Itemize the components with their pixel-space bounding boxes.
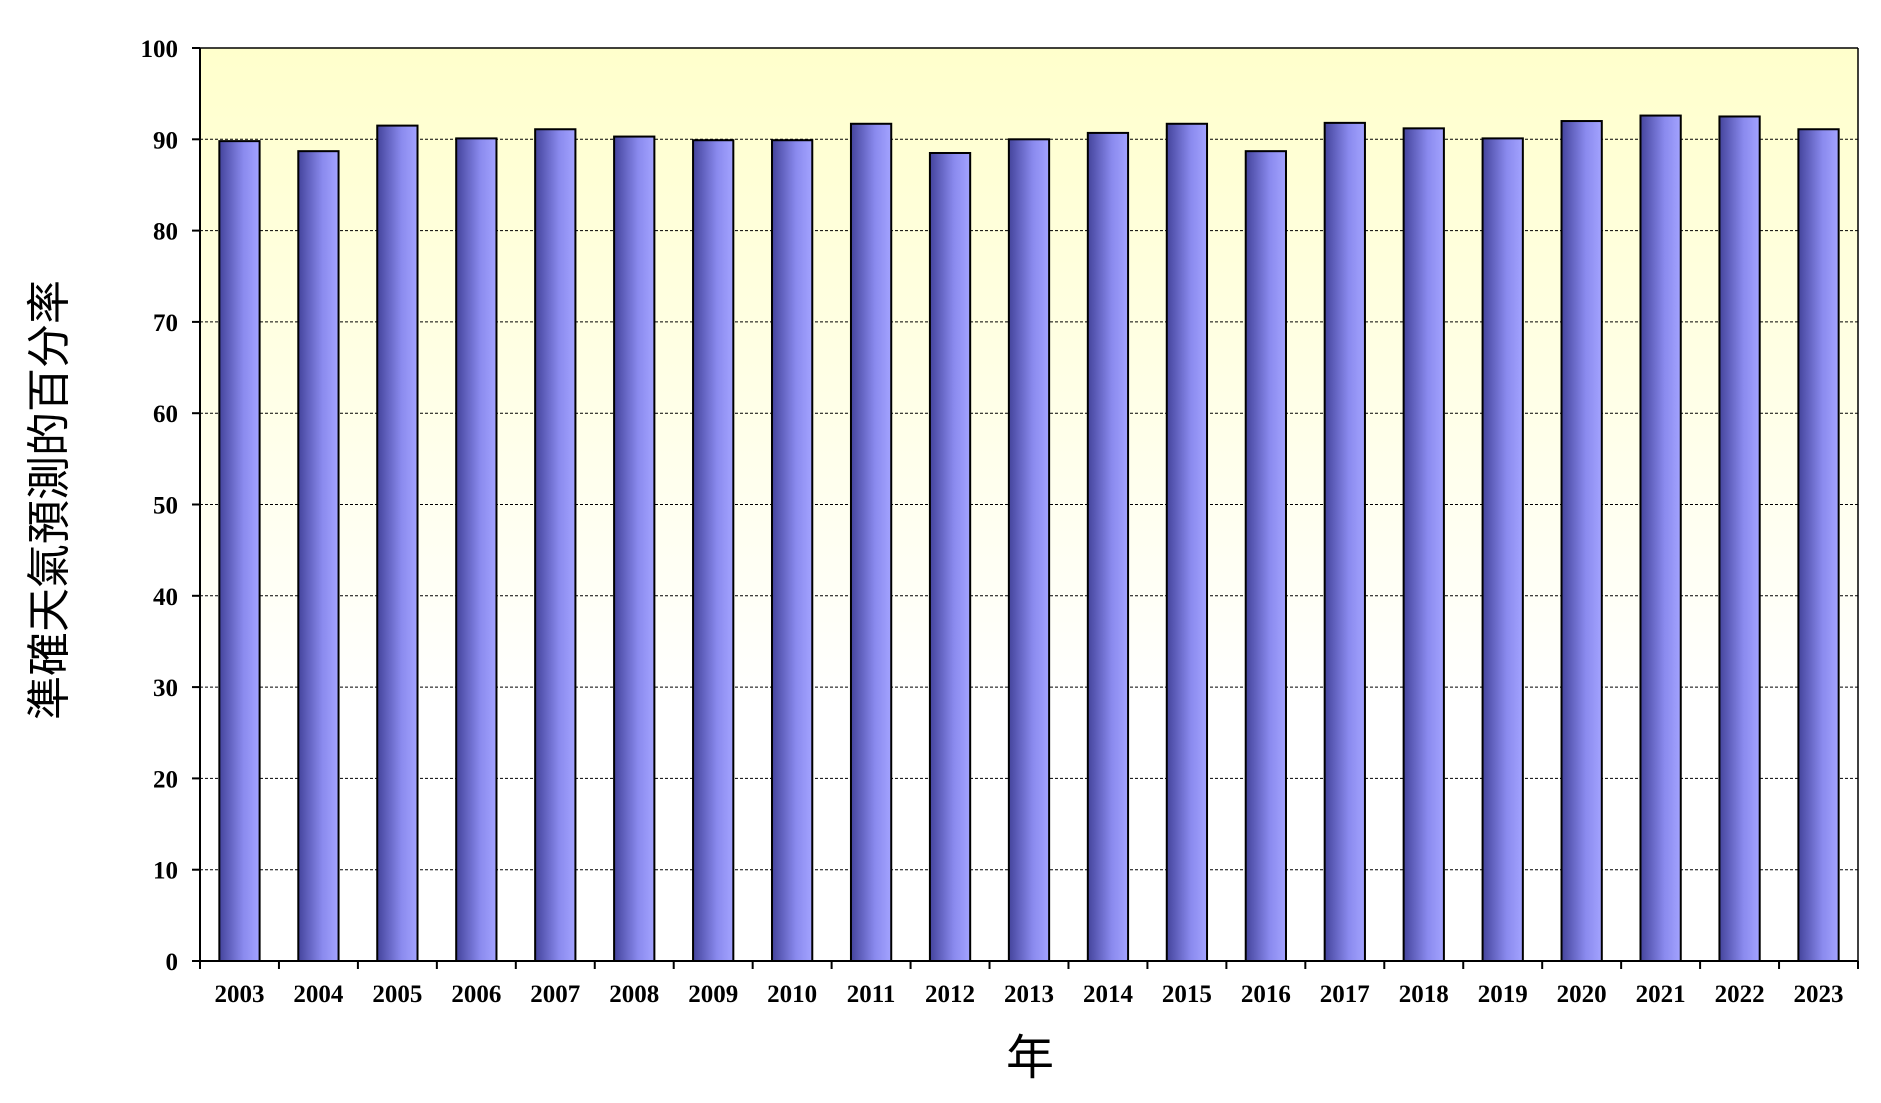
bar-2022 — [1718, 115, 1761, 963]
bar-2023 — [1797, 128, 1840, 962]
y-tick-label-70: 70 — [153, 310, 178, 337]
x-tick-label-2016: 2016 — [1241, 981, 1291, 1008]
x-tick-label-2012: 2012 — [925, 981, 975, 1008]
bar-2007 — [534, 128, 577, 962]
bar-series — [218, 114, 1840, 963]
bar-2011 — [849, 122, 893, 963]
bar-2020 — [1560, 120, 1603, 963]
x-tick-label-2013: 2013 — [1004, 981, 1054, 1008]
y-tick-labels: 0 10 20 30 40 50 60 70 80 90 100 — [141, 36, 179, 976]
y-tick-label-90: 90 — [153, 127, 178, 154]
bar-2004 — [297, 150, 340, 962]
y-tick-label-50: 50 — [153, 493, 178, 520]
x-tick-label-2018: 2018 — [1399, 981, 1449, 1008]
y-tick-label-10: 10 — [153, 858, 178, 885]
y-tick-label-30: 30 — [153, 675, 178, 702]
bar-2012 — [928, 151, 972, 962]
bar-2006 — [455, 137, 498, 962]
y-tick-label-40: 40 — [153, 584, 178, 611]
bar-2003 — [218, 140, 261, 963]
x-tick-label-2009: 2009 — [688, 981, 738, 1008]
bar-2016 — [1244, 150, 1287, 962]
x-tick-label-2003: 2003 — [214, 981, 264, 1008]
y-tick-label-20: 20 — [153, 766, 178, 793]
bar-2014 — [1086, 131, 1130, 962]
axes — [192, 47, 1859, 969]
y-tick-label-100: 100 — [141, 36, 179, 63]
x-tick-label-2010: 2010 — [767, 981, 817, 1008]
bar-2019 — [1481, 137, 1524, 962]
x-tick-label-2014: 2014 — [1083, 981, 1134, 1008]
x-tick-label-2005: 2005 — [372, 981, 422, 1008]
x-tick-label-2020: 2020 — [1557, 981, 1607, 1008]
x-tick-label-2021: 2021 — [1636, 981, 1686, 1008]
x-tick-label-2011: 2011 — [847, 981, 896, 1008]
x-tick-label-2008: 2008 — [609, 981, 659, 1008]
bar-2008 — [613, 135, 656, 963]
x-tick-label-2006: 2006 — [451, 981, 501, 1008]
y-tick-label-0: 0 — [166, 949, 179, 976]
y-tick-label-60: 60 — [153, 401, 178, 428]
bar-2021 — [1639, 114, 1682, 962]
bar-2005 — [376, 124, 419, 963]
y-axis-title: 準確天氣預測的百分率 — [25, 280, 74, 720]
x-tick-label-2019: 2019 — [1478, 981, 1528, 1008]
x-tick-label-2022: 2022 — [1715, 981, 1765, 1008]
x-axis-title: 年 — [1006, 1032, 1054, 1085]
bar-2015 — [1165, 122, 1209, 963]
bar-2017 — [1323, 121, 1366, 962]
y-tick-label-80: 80 — [153, 219, 178, 246]
x-tick-labels: 2003 2004 2005 2006 2007 2008 2009 2010 2011 2012… — [214, 981, 1843, 1008]
x-tick-label-2007: 2007 — [530, 981, 580, 1008]
bar-2009 — [692, 139, 735, 962]
x-tick-label-2023: 2023 — [1794, 981, 1844, 1008]
bar-2018 — [1402, 127, 1445, 962]
x-tick-label-2017: 2017 — [1320, 981, 1370, 1008]
x-tick-label-2004: 2004 — [293, 981, 344, 1008]
bar-2010 — [771, 139, 814, 962]
bar-2013 — [1007, 138, 1051, 963]
x-tick-label-2015: 2015 — [1162, 981, 1212, 1008]
